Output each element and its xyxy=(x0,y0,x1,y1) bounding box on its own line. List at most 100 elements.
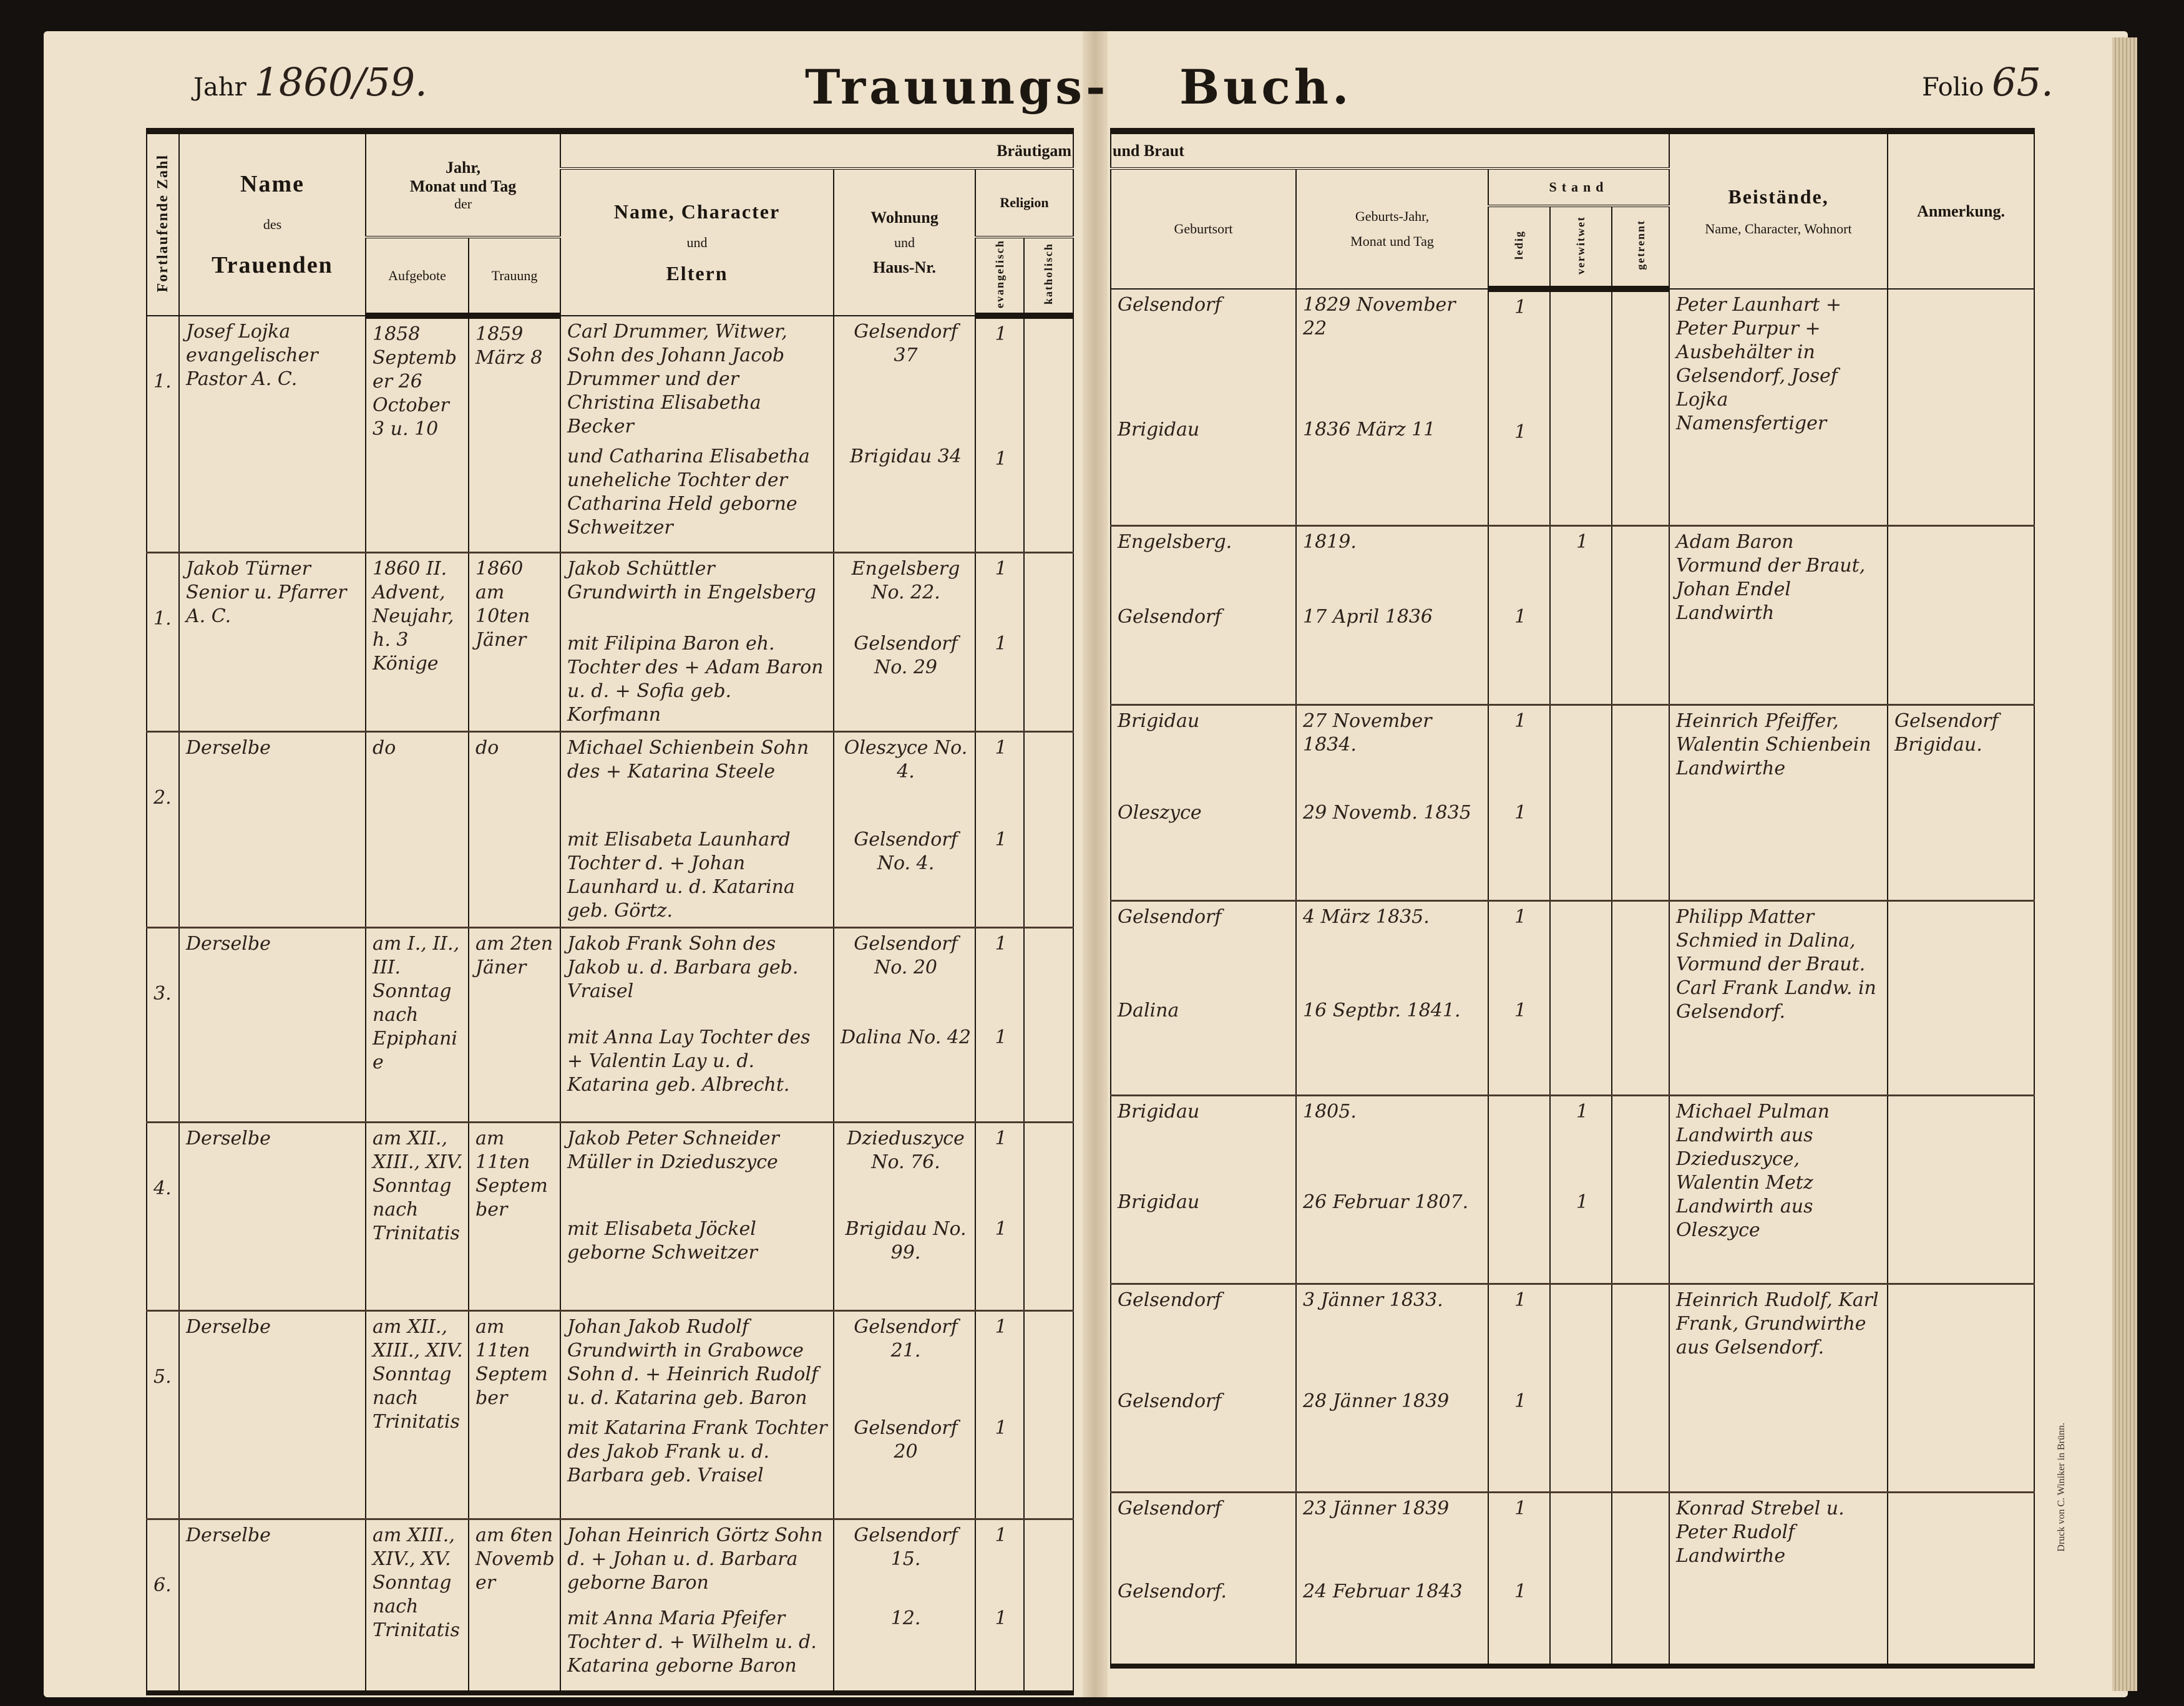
entry-number: 3. xyxy=(146,927,180,1123)
witnesses-text: Heinrich Rudolf, Karl Frank, Grundwirthe… xyxy=(1676,1289,1879,1358)
bride-religion-mark: 1 xyxy=(995,1607,1007,1629)
birthplace: Gelsendorf Gelsendorf xyxy=(1110,1284,1297,1493)
groom-info: Michael Schienbein Sohn des + Katarina S… xyxy=(567,736,809,782)
entry-number-text: 6. xyxy=(154,1574,172,1596)
banns-date: 1860 II. Advent, Neujahr, h. 3 Könige xyxy=(365,552,469,733)
groom-verwitwet-mark xyxy=(1557,709,1607,795)
bride-verwitwet-mark xyxy=(1557,414,1607,421)
entry-row: 6. Derselbe am XIII., XIV., XV. Sonntag na… xyxy=(146,1519,1075,1694)
remarks: Gelsendorf Brigidau. xyxy=(1887,704,2035,902)
witnesses: Heinrich Rudolf, Karl Frank, Grundwirthe… xyxy=(1669,1284,1889,1493)
religion-katholisch xyxy=(1023,1122,1075,1312)
wedding-text: 1860 am 10ten Jäner xyxy=(475,557,530,651)
bride-ledig-mark xyxy=(1495,1184,1546,1191)
groom-getrennt-mark xyxy=(1619,530,1665,599)
bride-birth-date: 26 Februar 1807. xyxy=(1303,1191,1469,1213)
parents-info: Carl Drummer, Witwer, Sohn des Johann Ja… xyxy=(560,316,834,553)
col-beistaende: Beistände, Name, Character, Wohnort xyxy=(1669,130,1889,290)
remarks xyxy=(1887,1284,2035,1493)
bride-birthplace: Oleszyce xyxy=(1118,801,1202,824)
groom-birth-date: 1829 November 22 xyxy=(1303,294,1456,339)
groom-ledig-mark: 1 xyxy=(1514,709,1527,732)
col-katholisch: katholisch xyxy=(1023,236,1075,319)
stand-getrennt xyxy=(1611,1095,1670,1285)
entry-number-text: 1. xyxy=(154,607,172,630)
groom-ledig-mark: 1 xyxy=(1514,1289,1527,1311)
banns-date: do xyxy=(365,731,469,929)
banns-text: am I., II., III. Sonntag nach Epiphanie xyxy=(373,932,460,1073)
bride-info: mit Elisabeta Launhard Tochter d. + Joha… xyxy=(567,828,795,922)
col-evangelisch: evangelisch xyxy=(975,236,1025,319)
groom-birthplace: Gelsendorf xyxy=(1118,294,1222,316)
folio-heading: Folio 65. xyxy=(1922,59,2054,105)
wedding-date: 1859 März 8 xyxy=(468,316,561,553)
groom-birthplace: Gelsendorf xyxy=(1118,1497,1222,1519)
groom-getrennt-mark xyxy=(1619,296,1665,414)
groom-verwitwet-mark xyxy=(1557,1497,1607,1574)
groom-info: Jakob Schüttler Grundwirth in Engelsberg xyxy=(567,557,816,603)
banns-text: am XIII., XIV., XV. Sonntag nach Trinita… xyxy=(373,1524,460,1641)
bride-birth-date: 28 Jänner 1839 xyxy=(1303,1390,1450,1412)
groom-residence: Oleszyce No. 4. xyxy=(844,736,968,782)
groom-religion-mark: 1 xyxy=(995,1315,1007,1338)
register-table-right: und Braut Beistände, Name, Character, Woh… xyxy=(1109,128,2035,1669)
witnesses: Michael Pulman Landwirth aus Dzieduszyce… xyxy=(1669,1095,1889,1285)
groom-birthplace: Gelsendorf xyxy=(1118,905,1222,928)
groom-ledig-mark: 1 xyxy=(1514,1497,1527,1519)
witnesses-text: Konrad Strebel u. Peter Rudolf Landwirth… xyxy=(1676,1497,1845,1567)
witnesses-text: Michael Pulman Landwirth aus Dzieduszyce… xyxy=(1676,1100,1830,1241)
parents-info: Jakob Frank Sohn des Jakob u. d. Barbara… xyxy=(560,927,834,1123)
groom-ledig-mark xyxy=(1495,1100,1546,1184)
banns-date: am I., II., III. Sonntag nach Epiphanie xyxy=(365,927,469,1123)
bride-info: und Catharina Elisabetha uneheliche Toch… xyxy=(567,446,810,539)
bride-religion-mark: 1 xyxy=(995,1026,1007,1048)
bride-getrennt-mark xyxy=(1619,599,1665,605)
title-right: Buch. xyxy=(1179,59,1353,115)
entry-row: 4. Derselbe am XII., XIII., XIV. Sonntag n… xyxy=(146,1122,1075,1312)
col-ledig: ledig xyxy=(1488,205,1551,292)
witnesses-text: Peter Launhart + Peter Purpur + Ausbehäl… xyxy=(1676,294,1842,434)
groom-residence: Gelsendorf 15. xyxy=(854,1524,958,1570)
birthplace: Gelsendorf Gelsendorf. xyxy=(1110,1492,1297,1667)
col-geburtsort: Geburtsort xyxy=(1110,168,1297,290)
witnesses: Konrad Strebel u. Peter Rudolf Landwirth… xyxy=(1669,1492,1889,1667)
bride-birth-date: 16 Septbr. 1841. xyxy=(1303,999,1461,1021)
groom-getrennt-mark xyxy=(1619,709,1665,795)
groom-religion-mark: 1 xyxy=(995,323,1007,345)
entry-number: 6. xyxy=(146,1519,180,1694)
groom-birth-date: 3 Jänner 1833. xyxy=(1303,1289,1443,1311)
groom-birth-date: 27 November 1834. xyxy=(1303,709,1432,756)
groom-verwitwet-mark: 1 xyxy=(1576,530,1589,553)
officiant-name: Jakob Türner Senior u. Pfarrer A. C. xyxy=(178,552,366,733)
groom-info: Jakob Frank Sohn des Jakob u. d. Barbara… xyxy=(567,932,799,1002)
bride-info: mit Katarina Frank Tochter des Jakob Fra… xyxy=(567,1416,827,1486)
entry-row: Gelsendorf Gelsendorf 3 Jänner 1833. 28 Jän… xyxy=(1110,1284,2035,1493)
bride-getrennt-mark xyxy=(1619,1574,1665,1580)
entry-row: Gelsendorf Brigidau 1829 November 22 1836 M… xyxy=(1110,289,2035,527)
birthplace: Brigidau Oleszyce xyxy=(1110,704,1297,902)
stand-ledig: 1 xyxy=(1488,525,1551,706)
col-braeutigam: Bräutigam xyxy=(559,130,1075,170)
officiant-text: Derselbe xyxy=(186,1127,271,1149)
groom-birthplace: Brigidau xyxy=(1118,709,1200,732)
groom-verwitwet-mark: 1 xyxy=(1576,1100,1589,1123)
bride-getrennt-mark xyxy=(1619,993,1665,999)
bride-getrennt-mark xyxy=(1619,414,1665,421)
officiant-name: Derselbe xyxy=(178,1519,366,1694)
col-zahl: Fortlaufende Zahl xyxy=(146,130,180,316)
wedding-date: am 11ten September xyxy=(468,1310,561,1520)
officiant-name: Josef Lojka evangelischer Pastor A. C. xyxy=(178,316,366,553)
remarks-text: Gelsendorf Brigidau. xyxy=(1894,709,1999,756)
entry-row: Engelsberg. Gelsendorf 1819. 17 April 1836 1… xyxy=(1110,525,2035,706)
entry-number: 1. xyxy=(146,552,180,733)
entry-number-text: 4. xyxy=(154,1177,172,1199)
residence: Gelsendorf 37 Brigidau 34 xyxy=(833,316,976,553)
entry-number: 1. xyxy=(146,316,180,553)
bride-residence: Gelsendorf No. 29 xyxy=(854,632,958,678)
banns-date: am XIII., XIV., XV. Sonntag nach Trinita… xyxy=(365,1519,469,1694)
bride-religion-mark: 1 xyxy=(995,632,1007,655)
